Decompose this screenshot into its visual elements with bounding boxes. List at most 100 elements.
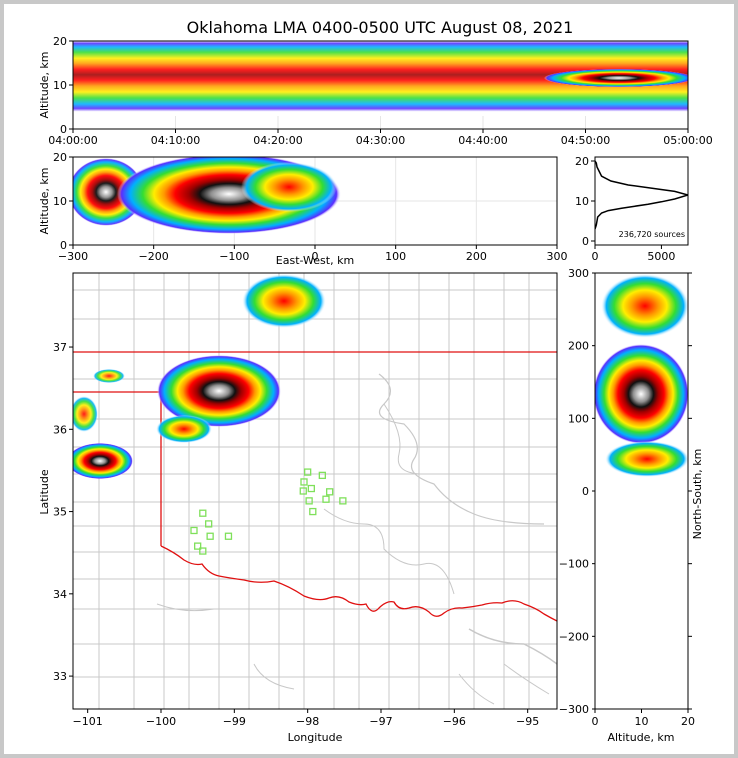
lma-station-marker	[224, 532, 233, 540]
lma-stations	[190, 468, 347, 555]
north-south-axes-frame	[594, 272, 689, 710]
altitude-east-west-xtick-label: 200	[466, 250, 487, 263]
figure-frame: Oklahoma LMA 0400-0500 UTC August 08, 20…	[4, 4, 734, 754]
altitude-time-ylabel: Altitude, km	[38, 51, 51, 118]
altitude-east-west-ylabel: Altitude, km	[38, 167, 51, 234]
altitude-histogram-xtick-label: 5000	[647, 250, 675, 263]
longitude-tick-label: −96	[443, 715, 466, 728]
altitude-east-west-ytick-label: 10	[53, 195, 67, 208]
altitude-time-xtick-label: 05:00:00	[663, 134, 712, 147]
altitude-time-xtick-label: 04:00:00	[48, 134, 97, 147]
north-south-ylabel: North-South, km	[691, 449, 704, 540]
plan-view-axes-frame	[72, 272, 558, 710]
altitude-time-ytick-label: 20	[53, 35, 67, 48]
lma-station-marker	[305, 497, 313, 505]
latitude-tick-label: 37	[53, 341, 67, 354]
map-cluster-kansas	[242, 274, 326, 328]
north-south-xtick-label: 20	[681, 715, 695, 728]
altitude-east-west-xtick-label: 300	[547, 250, 568, 263]
altitude-time-xtick-label: 04:50:00	[561, 134, 610, 147]
panel-north-south-altitude: 0 10 20 300 200 100 0 −100 −200 −300 Altitude, km…	[559, 267, 704, 744]
north-south-density	[595, 274, 688, 477]
lma-station-marker	[322, 495, 330, 503]
longitude-label: Longitude	[288, 731, 343, 744]
altitude-time-xtick-label: 04:20:00	[253, 134, 302, 147]
map-cluster-mid	[156, 415, 212, 443]
altitude-east-west-xtick-label: 0	[312, 250, 319, 263]
longitude-tick-label: −97	[369, 715, 392, 728]
lma-station-marker	[326, 488, 334, 496]
altitude-east-west-ytick-label: 20	[53, 151, 67, 164]
altitude-east-west-xtick-label: −100	[219, 250, 249, 263]
map-cluster-north-edge	[93, 369, 125, 383]
map-density	[73, 274, 326, 479]
source-count-annotation: 236,720 sources	[619, 230, 685, 239]
north-south-ticks: 0 10 20 300 200 100 0 −100 −200 −300	[559, 267, 695, 728]
altitude-time-ytick-label: 10	[53, 79, 67, 92]
lma-station-marker	[307, 484, 315, 493]
north-south-ytick-label: 200	[568, 340, 589, 353]
panel-altitude-histogram: 0 5000 0 10 20 236,720 sources	[575, 155, 689, 263]
altitude-histogram-line	[595, 160, 688, 230]
panel-altitude-time: 04:00:00 04:10:00 04:20:00 04:30:00 04:40:00…	[38, 35, 713, 147]
north-south-xtick-label: 0	[592, 715, 599, 728]
north-south-ytick-label: −300	[559, 703, 589, 716]
longitude-tick-label: −100	[146, 715, 176, 728]
altitude-histogram-xtick-label: 0	[592, 250, 599, 263]
altitude-histogram-ticks: 0 5000 0 10 20	[575, 155, 675, 263]
lma-station-marker	[194, 542, 202, 550]
north-south-ytick-label: 100	[568, 412, 589, 425]
altitude-histogram-ytick-label: 10	[575, 195, 589, 208]
lma-station-marker	[318, 471, 326, 480]
lma-station-marker	[199, 547, 207, 555]
altitude-time-peak-cluster	[544, 69, 688, 87]
latitude-tick-label: 36	[53, 423, 67, 436]
longitude-tick-label: −99	[223, 715, 246, 728]
north-south-ytick-label: 0	[582, 485, 589, 498]
lma-station-marker	[304, 468, 312, 476]
panel-altitude-east-west: −300 −200 −100 0 100 200 300 0 10 20 East-West, k…	[38, 151, 568, 267]
lma-station-marker	[309, 507, 317, 516]
lma-station-marker	[206, 532, 214, 540]
longitude-tick-label: −95	[516, 715, 539, 728]
latitude-label: Latitude	[38, 469, 51, 515]
north-south-ytick-label: −100	[559, 558, 589, 571]
altitude-east-west-ticks: −300 −200 −100 0 100 200 300 0 10 20	[53, 151, 568, 263]
altitude-time-xtick-label: 04:40:00	[458, 134, 507, 147]
altitude-east-west-xtick-label: −300	[58, 250, 88, 263]
panel-plan-view-map: −101 −100 −99 −98 −97 −96 −95 33 34 35 36 37 Longit…	[38, 272, 558, 744]
altitude-time-xtick-label: 04:30:00	[356, 134, 405, 147]
north-south-xlabel: Altitude, km	[607, 731, 674, 744]
chart-figure: Oklahoma LMA 0400-0500 UTC August 08, 20…	[38, 18, 713, 744]
north-south-ytick-label: −200	[559, 630, 589, 643]
ns-cluster-south	[605, 441, 688, 477]
altitude-histogram-ytick-label: 0	[582, 235, 589, 248]
lma-station-marker	[199, 509, 207, 517]
map-cluster-west-edge	[73, 396, 98, 432]
altitude-time-ytick-label: 0	[60, 123, 67, 136]
altitude-time-xtick-label: 04:10:00	[151, 134, 200, 147]
altitude-east-west-density	[73, 157, 341, 234]
county-boundaries	[73, 273, 557, 709]
altitude-east-west-xtick-label: 100	[385, 250, 406, 263]
latitude-tick-label: 34	[53, 588, 67, 601]
north-south-xtick-label: 10	[635, 715, 649, 728]
ew-cluster-main-east	[241, 162, 337, 212]
plan-view-ticks: −101 −100 −99 −98 −97 −96 −95 33 34 35 36 37	[53, 341, 539, 728]
lma-station-marker	[190, 526, 198, 535]
latitude-tick-label: 33	[53, 670, 67, 683]
longitude-tick-label: −101	[73, 715, 103, 728]
lma-station-marker	[300, 478, 308, 486]
state-boundaries	[73, 351, 557, 622]
ns-cluster-main	[595, 344, 688, 444]
lma-station-marker	[205, 520, 213, 528]
latitude-tick-label: 35	[53, 506, 67, 519]
altitude-time-density	[73, 41, 688, 116]
altitude-time-ticks: 04:00:00 04:10:00 04:20:00 04:30:00 04:40:00…	[48, 35, 712, 147]
lma-station-marker	[339, 497, 347, 505]
lma-station-marker	[299, 487, 307, 495]
altitude-east-west-xtick-label: −200	[139, 250, 169, 263]
map-cluster-main	[157, 355, 281, 427]
chart-title: Oklahoma LMA 0400-0500 UTC August 08, 20…	[187, 18, 574, 37]
map-cluster-panhandle	[73, 443, 133, 479]
